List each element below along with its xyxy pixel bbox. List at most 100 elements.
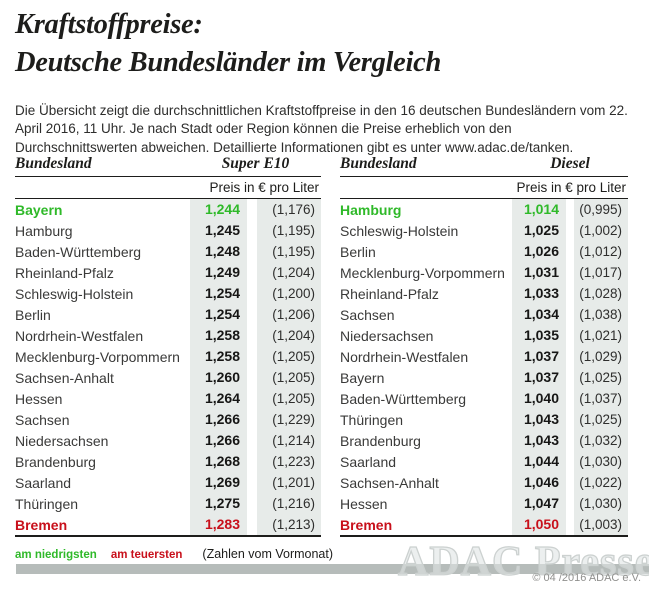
table-row: Niedersachsen 1,035 (1,021) xyxy=(340,325,628,346)
state-name: Rheinland-Pfalz xyxy=(340,285,439,302)
legend-note: (Zahlen vom Vormonat) xyxy=(202,547,334,561)
state-name: Berlin xyxy=(340,243,376,260)
table-diesel: Bundesland Diesel Preis in € pro Liter H… xyxy=(340,153,628,537)
price-previous-month: (1,205) xyxy=(257,388,321,409)
state-name: Saarland xyxy=(15,474,72,491)
intro-text: Die Übersicht zeigt die durchschnittlich… xyxy=(15,102,628,155)
table-row: Berlin 1,254 (1,206) xyxy=(15,304,321,325)
state-name: Niedersachsen xyxy=(15,432,109,449)
price-previous-month: (1,030) xyxy=(574,493,628,514)
price-current: 1,254 xyxy=(190,304,247,325)
table-body: Bayern 1,244 (1,176) Hamburg 1,245 (1,19… xyxy=(15,199,321,537)
price-current: 1,244 xyxy=(190,199,247,220)
price-current: 1,046 xyxy=(512,472,566,493)
price-current: 1,268 xyxy=(190,451,247,472)
price-current: 1,047 xyxy=(512,493,566,514)
state-name: Nordrhein-Westfalen xyxy=(15,327,144,344)
price-previous-month: (1,003) xyxy=(574,514,628,535)
price-previous-month: (1,205) xyxy=(257,346,321,367)
state-name: Schleswig-Holstein xyxy=(340,222,459,239)
state-name: Bayern xyxy=(15,201,63,218)
state-name: Mecklenburg-Vorpommern xyxy=(15,348,180,365)
price-previous-month: (1,022) xyxy=(574,472,628,493)
table-row: Baden-Württemberg 1,040 (1,037) xyxy=(340,388,628,409)
price-previous-month: (1,214) xyxy=(257,430,321,451)
price-previous-month: (1,002) xyxy=(574,220,628,241)
table-row: Sachsen-Anhalt 1,046 (1,022) xyxy=(340,472,628,493)
table-row: Brandenburg 1,043 (1,032) xyxy=(340,430,628,451)
price-previous-month: (1,205) xyxy=(257,367,321,388)
price-previous-month: (1,216) xyxy=(257,493,321,514)
price-previous-month: (1,030) xyxy=(574,451,628,472)
price-previous-month: (1,223) xyxy=(257,451,321,472)
price-current: 1,031 xyxy=(512,262,566,283)
price-current: 1,283 xyxy=(190,514,247,535)
table-row: Saarland 1,044 (1,030) xyxy=(340,451,628,472)
price-previous-month: (1,195) xyxy=(257,241,321,262)
table-row: Nordrhein-Westfalen 1,037 (1,029) xyxy=(340,346,628,367)
price-previous-month: (1,029) xyxy=(574,346,628,367)
price-current: 1,037 xyxy=(512,367,566,388)
price-current: 1,269 xyxy=(190,472,247,493)
price-current: 1,245 xyxy=(190,220,247,241)
state-name: Nordrhein-Westfalen xyxy=(340,348,469,365)
state-name: Hessen xyxy=(340,495,388,512)
state-name: Berlin xyxy=(15,306,51,323)
state-name: Sachsen-Anhalt xyxy=(340,474,439,491)
state-name: Thüringen xyxy=(15,495,79,512)
price-previous-month: (1,229) xyxy=(257,409,321,430)
price-previous-month: (1,032) xyxy=(574,430,628,451)
table-row: Niedersachsen 1,266 (1,214) xyxy=(15,430,321,451)
table-row: Schleswig-Holstein 1,254 (1,200) xyxy=(15,283,321,304)
copyright-text: © 04 /2016 ADAC e.V. xyxy=(532,572,641,584)
price-current: 1,026 xyxy=(512,241,566,262)
price-previous-month: (1,025) xyxy=(574,409,628,430)
state-name: Hessen xyxy=(15,390,63,407)
price-current: 1,033 xyxy=(512,283,566,304)
price-previous-month: (1,021) xyxy=(574,325,628,346)
state-name: Bremen xyxy=(15,516,68,533)
price-current: 1,044 xyxy=(512,451,566,472)
table-row: Bayern 1,244 (1,176) xyxy=(15,199,321,220)
table-header-row: Bundesland Diesel xyxy=(340,153,628,177)
price-current: 1,258 xyxy=(190,346,247,367)
table-row: Hamburg 1,014 (0,995) xyxy=(340,199,628,220)
price-previous-month: (1,213) xyxy=(257,514,321,535)
page-title-line1: Kraftstoffpreise: xyxy=(15,9,203,40)
state-name: Bayern xyxy=(340,369,385,386)
table-super-e10: Bundesland Super E10 Preis in € pro Lite… xyxy=(15,153,321,537)
price-previous-month: (1,195) xyxy=(257,220,321,241)
legend-lowest: am niedrigsten xyxy=(15,549,97,561)
state-name: Sachsen xyxy=(15,411,70,428)
table-row: Sachsen 1,034 (1,038) xyxy=(340,304,628,325)
state-name: Brandenburg xyxy=(15,453,96,470)
price-previous-month: (1,012) xyxy=(574,241,628,262)
price-previous-month: (1,017) xyxy=(574,262,628,283)
table-body: Hamburg 1,014 (0,995) Schleswig-Holstein… xyxy=(340,199,628,537)
page-title: Kraftstoffpreise: Deutsche Bundesländer … xyxy=(15,6,441,82)
table-row: Mecklenburg-Vorpommern 1,031 (1,017) xyxy=(340,262,628,283)
price-current: 1,264 xyxy=(190,388,247,409)
price-current: 1,014 xyxy=(512,199,566,220)
price-current: 1,275 xyxy=(190,493,247,514)
column-header-fuel: Diesel xyxy=(550,155,590,172)
legend: am niedrigsten am teuersten (Zahlen vom … xyxy=(15,547,333,561)
state-name: Baden-Württemberg xyxy=(340,390,467,407)
table-row: Baden-Württemberg 1,248 (1,195) xyxy=(15,241,321,262)
price-previous-month: (1,028) xyxy=(574,283,628,304)
table-row: Nordrhein-Westfalen 1,258 (1,204) xyxy=(15,325,321,346)
table-row: Bremen 1,283 (1,213) xyxy=(15,514,321,535)
page-title-line2: Deutsche Bundesländer im Vergleich xyxy=(15,47,442,78)
price-previous-month: (1,037) xyxy=(574,388,628,409)
table-row: Hessen 1,264 (1,205) xyxy=(15,388,321,409)
table-row: Hessen 1,047 (1,030) xyxy=(340,493,628,514)
price-previous-month: (1,038) xyxy=(574,304,628,325)
price-current: 1,035 xyxy=(512,325,566,346)
price-current: 1,248 xyxy=(190,241,247,262)
column-header-fuel: Super E10 xyxy=(221,155,290,172)
table-row: Sachsen-Anhalt 1,260 (1,205) xyxy=(15,367,321,388)
price-previous-month: (1,025) xyxy=(574,367,628,388)
column-header-bundesland: Bundesland xyxy=(340,155,417,172)
table-row: Berlin 1,026 (1,012) xyxy=(340,241,628,262)
price-current: 1,034 xyxy=(512,304,566,325)
